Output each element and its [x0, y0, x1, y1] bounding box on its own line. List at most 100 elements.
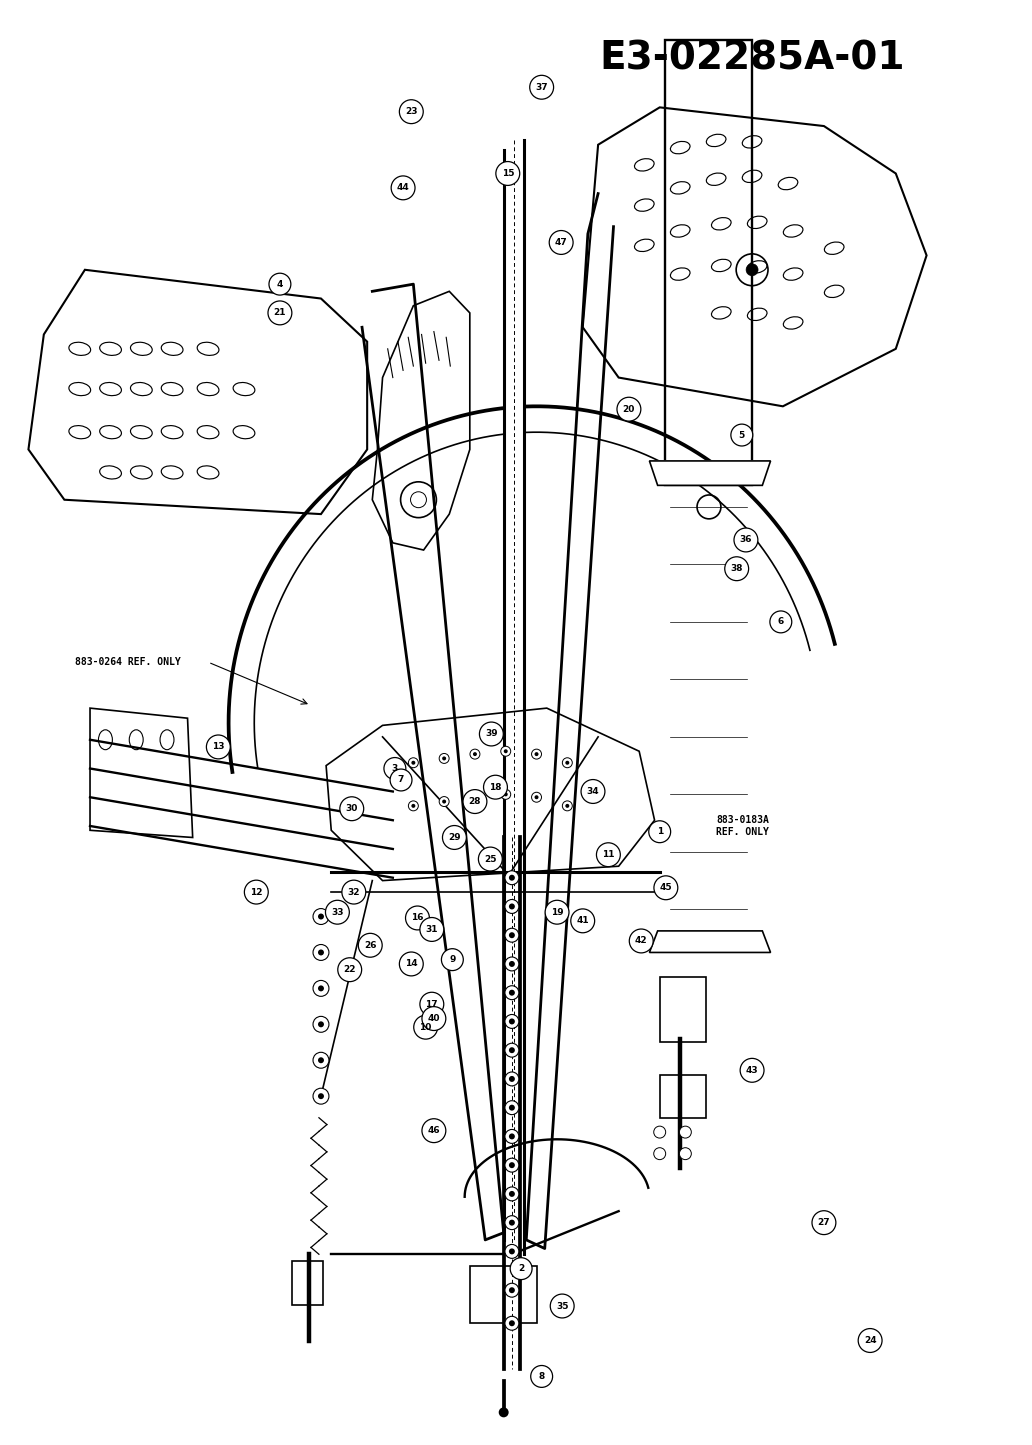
Text: 31: 31 [425, 925, 438, 933]
Circle shape [505, 1014, 519, 1029]
Text: 1: 1 [656, 827, 663, 837]
Circle shape [509, 1321, 515, 1327]
Circle shape [566, 760, 570, 764]
Circle shape [596, 842, 620, 867]
Circle shape [420, 918, 444, 941]
Circle shape [509, 990, 515, 996]
Circle shape [409, 801, 418, 811]
Text: 33: 33 [331, 907, 344, 916]
Circle shape [473, 753, 477, 756]
Circle shape [399, 100, 423, 124]
Text: 38: 38 [731, 564, 743, 574]
Circle shape [422, 1118, 446, 1143]
Text: 39: 39 [485, 730, 497, 738]
Circle shape [318, 985, 324, 991]
Circle shape [505, 1072, 519, 1085]
Circle shape [505, 1101, 519, 1114]
Circle shape [630, 929, 653, 952]
Text: 17: 17 [425, 1000, 439, 1009]
Circle shape [535, 753, 539, 756]
Circle shape [550, 1295, 574, 1318]
Text: 14: 14 [405, 959, 418, 968]
Circle shape [422, 1007, 446, 1030]
Circle shape [505, 928, 519, 942]
Text: 883-0183A
REF. ONLY: 883-0183A REF. ONLY [716, 815, 769, 837]
Circle shape [318, 949, 324, 955]
Circle shape [390, 769, 412, 790]
Circle shape [318, 1058, 324, 1064]
Circle shape [617, 397, 641, 420]
Circle shape [531, 792, 542, 802]
Text: 9: 9 [449, 955, 455, 964]
Circle shape [562, 801, 573, 811]
Text: 40: 40 [427, 1014, 440, 1023]
Polygon shape [649, 931, 771, 952]
Text: 32: 32 [348, 887, 360, 896]
Circle shape [313, 945, 329, 961]
Text: E3-02285A-01: E3-02285A-01 [600, 39, 905, 78]
Circle shape [509, 1220, 515, 1225]
Circle shape [384, 757, 406, 779]
Circle shape [530, 1366, 552, 1387]
Circle shape [414, 1016, 438, 1039]
Circle shape [484, 775, 508, 799]
Circle shape [480, 722, 504, 746]
Text: 8: 8 [539, 1371, 545, 1381]
Circle shape [337, 958, 361, 981]
Circle shape [509, 1019, 515, 1025]
Circle shape [504, 750, 508, 753]
Circle shape [859, 1328, 882, 1353]
Circle shape [509, 1287, 515, 1293]
Circle shape [504, 792, 508, 796]
Text: 18: 18 [489, 783, 502, 792]
Circle shape [770, 611, 792, 633]
Circle shape [420, 993, 444, 1016]
Text: 12: 12 [250, 887, 262, 896]
Circle shape [734, 527, 757, 552]
Circle shape [653, 1126, 666, 1139]
Circle shape [510, 1257, 533, 1280]
Circle shape [442, 949, 463, 971]
Text: 28: 28 [469, 798, 481, 806]
Text: 47: 47 [555, 238, 568, 247]
Text: 6: 6 [778, 617, 784, 626]
Circle shape [318, 1094, 324, 1100]
Text: 20: 20 [622, 405, 635, 413]
Circle shape [409, 757, 418, 767]
Circle shape [325, 900, 350, 925]
Circle shape [505, 1283, 519, 1298]
Text: 15: 15 [502, 169, 514, 178]
Circle shape [358, 933, 382, 957]
Text: 43: 43 [746, 1066, 759, 1075]
Circle shape [505, 957, 519, 971]
Circle shape [509, 1191, 515, 1196]
Circle shape [562, 757, 573, 767]
Circle shape [505, 1186, 519, 1201]
Circle shape [509, 1048, 515, 1053]
Circle shape [505, 1244, 519, 1259]
Circle shape [269, 273, 291, 295]
Circle shape [443, 825, 466, 850]
Circle shape [571, 909, 594, 933]
Circle shape [501, 746, 511, 756]
Circle shape [740, 1058, 764, 1082]
Circle shape [340, 796, 363, 821]
Circle shape [318, 1022, 324, 1027]
Text: 25: 25 [484, 854, 496, 864]
Circle shape [342, 880, 365, 905]
Circle shape [812, 1211, 836, 1234]
Text: 27: 27 [817, 1218, 831, 1227]
Circle shape [505, 985, 519, 1000]
Polygon shape [326, 708, 654, 880]
Text: 883-0264 REF. ONLY: 883-0264 REF. ONLY [74, 657, 181, 668]
Circle shape [440, 753, 449, 763]
Text: 3: 3 [392, 764, 398, 773]
Text: 36: 36 [740, 536, 752, 545]
Circle shape [406, 906, 429, 931]
Circle shape [505, 1130, 519, 1143]
Circle shape [479, 847, 503, 871]
Text: 7: 7 [398, 776, 405, 785]
Circle shape [412, 760, 415, 764]
Text: 29: 29 [448, 832, 460, 842]
Circle shape [549, 231, 573, 254]
